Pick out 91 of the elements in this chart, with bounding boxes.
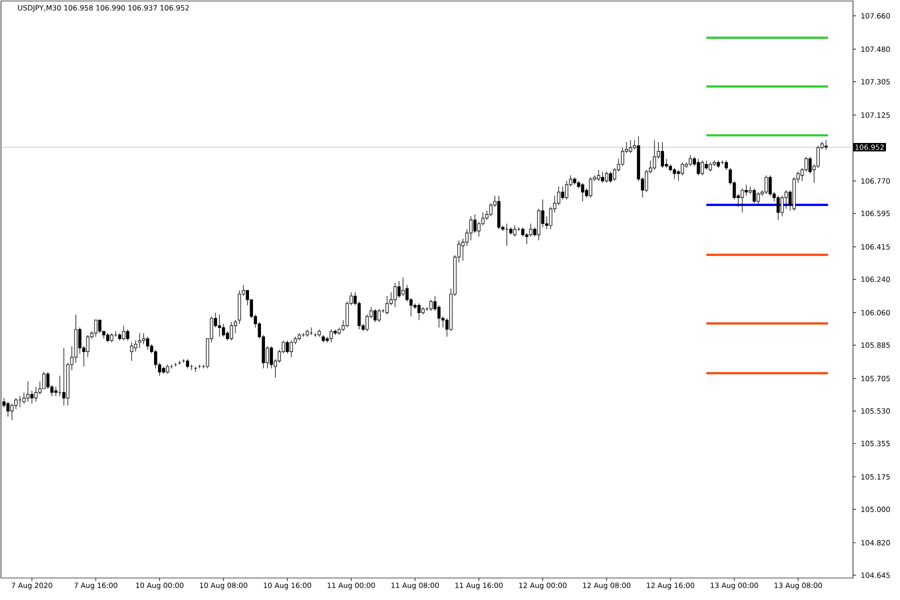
candlestick (628, 140, 632, 154)
candlestick (744, 184, 748, 196)
candlestick (704, 160, 708, 170)
candlestick (186, 358, 190, 369)
candlestick (14, 398, 18, 410)
candlestick (521, 227, 524, 237)
candlestick (724, 160, 728, 170)
candlestick (405, 284, 409, 302)
candlestick (110, 332, 114, 343)
candlestick (529, 223, 532, 237)
candlestick (740, 188, 744, 213)
candlestick (42, 372, 46, 390)
candlestick (549, 206, 552, 230)
candlestick (122, 325, 126, 341)
candlestick (776, 196, 780, 220)
candlestick (429, 299, 433, 312)
candlestick (62, 348, 66, 406)
candlestick (154, 349, 158, 369)
candlestick (688, 154, 692, 166)
candlestick (417, 303, 421, 320)
candlestick (46, 372, 50, 390)
candlestick (672, 168, 676, 180)
candlestick (489, 202, 492, 217)
candlestick (54, 386, 58, 396)
candlestick (565, 180, 568, 200)
candlestick (106, 332, 110, 343)
candlestick (608, 171, 612, 184)
candlestick (561, 186, 564, 200)
candlestick (26, 381, 30, 402)
candlestick (130, 342, 134, 362)
candlestick (126, 329, 130, 341)
candlestick (808, 156, 812, 174)
candlestick (330, 329, 333, 343)
candlestick (218, 314, 222, 338)
candlestick (700, 160, 704, 176)
candlestick (138, 332, 142, 348)
candlestick (6, 401, 10, 417)
candlestick (597, 170, 600, 182)
candlestick (557, 186, 560, 206)
candlestick (142, 332, 146, 345)
candlestick (374, 308, 377, 322)
candlestick (652, 140, 656, 170)
candlestick (824, 140, 828, 150)
candlestick (708, 162, 712, 172)
candlestick (286, 340, 289, 354)
candlestick (134, 340, 138, 352)
candlestick (34, 386, 38, 402)
candlestick (469, 216, 472, 241)
candlestick (394, 282, 397, 308)
candlestick (22, 392, 26, 404)
candlestick (644, 170, 648, 192)
candlestick (401, 277, 405, 296)
candlestick (589, 176, 592, 198)
candlestick (601, 171, 604, 184)
candlestick (612, 168, 616, 182)
candlestick (397, 280, 401, 298)
candlestick (513, 225, 516, 237)
candlestick (413, 303, 417, 310)
candlestick (78, 327, 82, 354)
candlestick (366, 314, 369, 332)
candlestick (222, 324, 226, 338)
candlestick (386, 296, 389, 315)
candlestick (378, 308, 381, 322)
candlestick (477, 221, 480, 237)
candlestick (620, 147, 624, 166)
candlestick (94, 320, 98, 338)
candlestick (780, 196, 784, 217)
candlestick (290, 340, 293, 358)
candlestick (30, 390, 34, 404)
candlestick (525, 232, 528, 244)
candlestick (804, 156, 808, 172)
candlestick (86, 334, 90, 358)
candlestick (10, 403, 14, 421)
candlestick (270, 346, 273, 369)
candlestick (752, 188, 756, 204)
candlestick (756, 192, 760, 206)
candlestick (166, 364, 170, 374)
candlestick (98, 320, 102, 334)
candlestick (680, 162, 684, 176)
candlestick (696, 158, 700, 176)
candlestick (230, 322, 234, 341)
candlestick (784, 190, 788, 210)
candlestick (437, 304, 441, 328)
candlestick (764, 175, 768, 194)
candlestick (660, 142, 664, 168)
candlestick (605, 171, 608, 184)
candlestick (816, 145, 820, 168)
candlestick (146, 336, 150, 350)
candlestick (581, 182, 584, 202)
candlestick (768, 175, 772, 196)
candlestick (473, 214, 476, 234)
